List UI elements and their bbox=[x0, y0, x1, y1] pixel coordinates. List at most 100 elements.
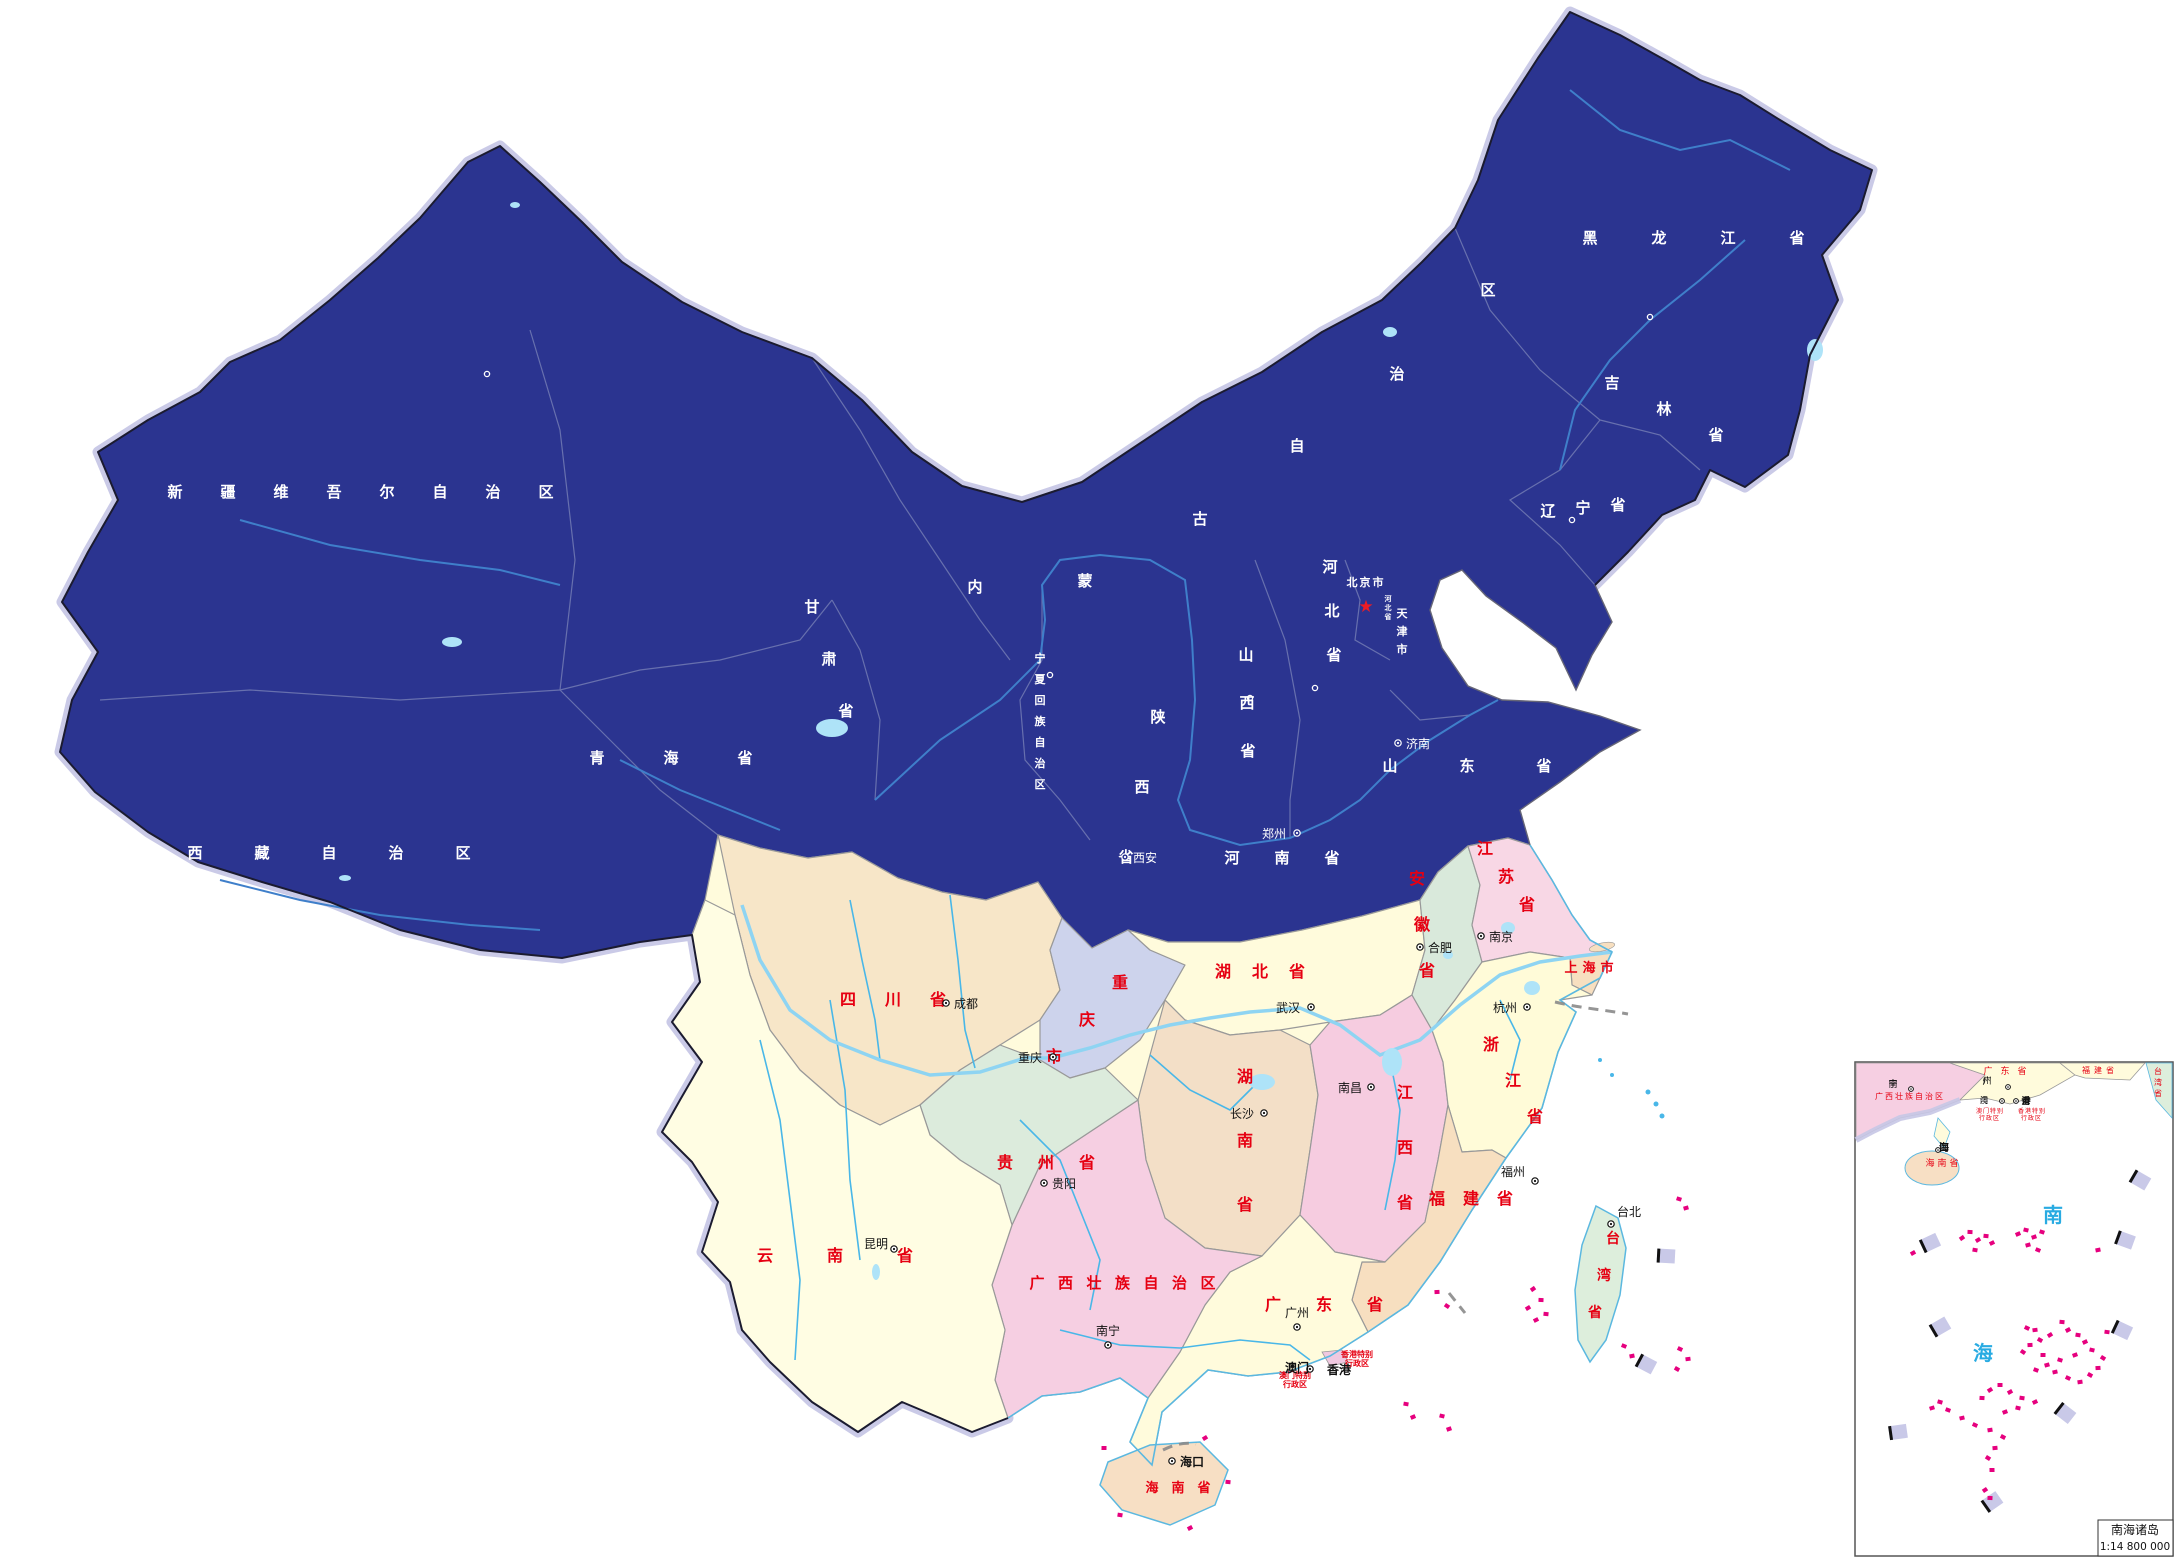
island-dot bbox=[1403, 1401, 1409, 1407]
map-label: 壮 bbox=[1895, 1091, 1903, 1101]
island-dot bbox=[1909, 1250, 1917, 1256]
island-dot bbox=[2032, 1367, 2040, 1373]
province-labels-south: 四川省重庆市云南省贵州省湖北省湖南省江西省安徽省江苏省上海市浙江省福建省台湾省广… bbox=[757, 839, 1620, 1496]
city-dot bbox=[1046, 671, 1054, 679]
map-label: 南 bbox=[2043, 1203, 2063, 1227]
island-dot bbox=[2019, 1348, 2027, 1356]
province-hainan bbox=[1099, 1441, 1229, 1526]
map-label: 省 bbox=[1366, 1295, 1383, 1314]
map-label: 省 bbox=[896, 1246, 913, 1265]
map-label: 自 bbox=[1289, 437, 1304, 455]
city-marker-dot bbox=[892, 1247, 896, 1251]
inset-border-glow bbox=[1854, 1097, 1962, 1143]
ridge-bar bbox=[1888, 1423, 1908, 1441]
map-label: 龙 bbox=[1650, 229, 1666, 247]
ridge-bar bbox=[1656, 1248, 1676, 1264]
map-label: 建 bbox=[2094, 1065, 2102, 1075]
map-label: 行 bbox=[1282, 1379, 1291, 1389]
city-label: 南京 bbox=[1489, 929, 1513, 944]
map-label: 东 bbox=[1316, 1295, 1332, 1314]
map-label: 宁 bbox=[1035, 651, 1046, 665]
map-label: 江 bbox=[1505, 1071, 1521, 1090]
map-label: 回 bbox=[1035, 693, 1046, 707]
island-dot bbox=[2064, 1327, 2072, 1333]
map-label: 省 bbox=[929, 990, 946, 1009]
inset-fujian bbox=[2058, 1062, 2146, 1081]
city-label: 武汉 bbox=[1276, 1001, 1300, 1015]
map-label: 自 bbox=[321, 844, 336, 862]
island-dot bbox=[1972, 1247, 1978, 1253]
inset-scale-title: 南海诸岛 bbox=[2111, 1522, 2159, 1537]
island-dot bbox=[1683, 1205, 1689, 1211]
map-label: 省 bbox=[1236, 1195, 1253, 1214]
map-label: 政 bbox=[2028, 1114, 2034, 1122]
map-label: 治 bbox=[485, 483, 500, 501]
map-label: 广 bbox=[1982, 1075, 1991, 1087]
island-dot bbox=[1944, 1407, 1952, 1413]
map-label: 西 bbox=[187, 844, 202, 862]
city-marker-dot bbox=[1106, 1343, 1110, 1347]
island-dot bbox=[2027, 1342, 2033, 1348]
map-label: 西 bbox=[1885, 1092, 1893, 1101]
city-marker-dot bbox=[1609, 1222, 1613, 1226]
island-dot bbox=[2064, 1375, 2072, 1381]
map-label: 区 bbox=[1480, 281, 1495, 299]
map-label: 南 bbox=[1237, 1131, 1253, 1150]
island-dot bbox=[1971, 1422, 1979, 1428]
city-label: 广州 bbox=[1285, 1306, 1309, 1320]
ridge-bar bbox=[1634, 1353, 1658, 1375]
city-label: 台北 bbox=[1617, 1204, 1641, 1219]
ridge-bar bbox=[2114, 1230, 2136, 1250]
map-label: 江 bbox=[1477, 839, 1493, 858]
province-taiwan bbox=[1574, 1204, 1627, 1364]
island-dot bbox=[1999, 1434, 2007, 1440]
inset-island-dots bbox=[1909, 1227, 2110, 1501]
island-dot bbox=[2095, 1247, 2101, 1253]
map-label: 海 bbox=[1582, 960, 1595, 976]
city-label: 成都 bbox=[954, 997, 978, 1011]
map-label: 尔 bbox=[379, 483, 394, 501]
island-dot bbox=[1439, 1413, 1445, 1419]
map-label: 壮 bbox=[1086, 1274, 1101, 1292]
island-dot bbox=[1997, 1383, 2003, 1387]
island-dot bbox=[1929, 1405, 1935, 1411]
inset-south-china-sea: 南宁广西壮族自治区广东省广州澳门 香港澳门特别行政区香港特别行政区海口海南省福建省… bbox=[1854, 1061, 2174, 1557]
map-label: 治 bbox=[1035, 756, 1046, 770]
city-marker-dot bbox=[1525, 1005, 1529, 1009]
inset-taiwan bbox=[2145, 1062, 2173, 1120]
island-dot bbox=[1979, 1395, 1985, 1401]
island-dot bbox=[2095, 1365, 2101, 1371]
map-label: 族 bbox=[1115, 1274, 1131, 1292]
rivers-south bbox=[759, 894, 1521, 1361]
map-label: 蒙 bbox=[1077, 572, 1092, 590]
map-label: 香 bbox=[1340, 1349, 1350, 1359]
country-border-line bbox=[59, 11, 1873, 1433]
island-dot bbox=[1201, 1434, 1209, 1442]
map-label: 门 bbox=[1983, 1107, 1989, 1115]
city-marker-dot bbox=[1418, 945, 1422, 949]
city-label: 西安 bbox=[1133, 850, 1157, 865]
map-label: 河 bbox=[1385, 594, 1392, 603]
island-dot bbox=[1434, 1289, 1440, 1295]
map-label: 台 bbox=[2154, 1066, 2162, 1076]
map-label: 区 bbox=[1200, 1274, 1215, 1292]
city-marker-dot bbox=[1396, 741, 1400, 745]
island-dot bbox=[1620, 1343, 1628, 1349]
map-label: 行 bbox=[2021, 1114, 2027, 1122]
island-dot bbox=[1529, 1285, 1537, 1293]
map-label: 港 bbox=[1349, 1349, 1358, 1359]
map-label: 行 bbox=[1344, 1358, 1353, 1368]
map-label: 山 bbox=[1238, 646, 1253, 664]
coast-north bbox=[1429, 569, 1642, 846]
map-label: 市 bbox=[1600, 960, 1613, 976]
map-label: 古 bbox=[1192, 510, 1207, 528]
island-dot bbox=[2001, 1409, 2009, 1415]
city-dot bbox=[1311, 684, 1319, 692]
map-label: 省 bbox=[1707, 426, 1723, 444]
map-label: 政 bbox=[1986, 1114, 1992, 1122]
map-label: 政 bbox=[1291, 1379, 1299, 1389]
map-label: 徽 bbox=[1413, 915, 1431, 934]
map-label: 澳 bbox=[1279, 1370, 1288, 1380]
map-label: 省 bbox=[1587, 1304, 1602, 1321]
